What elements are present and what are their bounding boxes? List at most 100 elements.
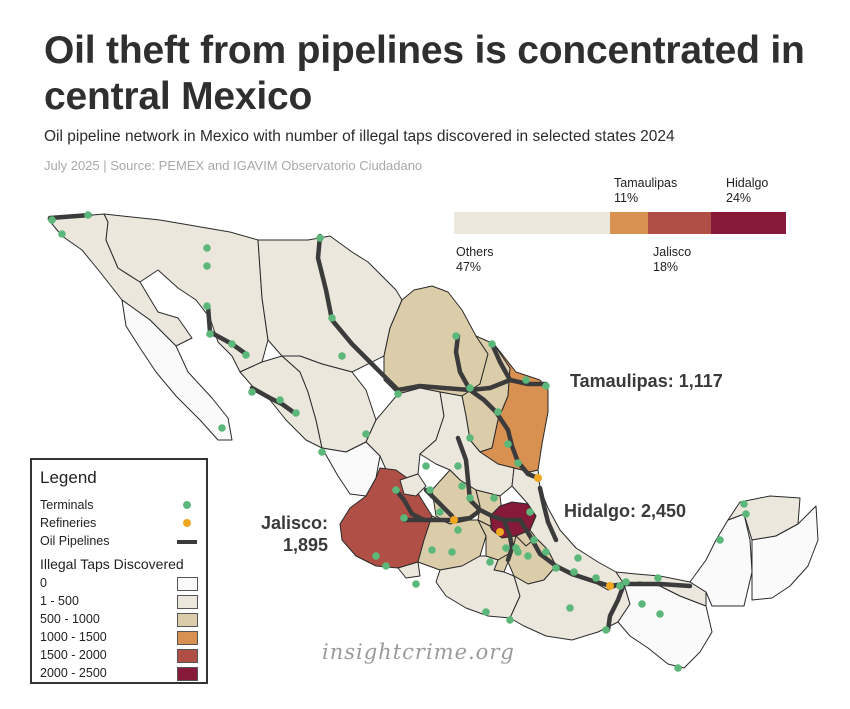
legend-bin-label: 1 - 500 bbox=[40, 594, 79, 608]
pipeline-central-2 bbox=[401, 509, 481, 523]
callout-jalisco: Jalisco: 1,895 bbox=[260, 513, 328, 555]
legend-taps-title: Illegal Taps Discovered bbox=[40, 556, 184, 572]
share-bar-others bbox=[454, 212, 610, 234]
terminal-marker bbox=[203, 262, 211, 270]
share-bar-hidalgo bbox=[711, 212, 786, 234]
terminal-marker bbox=[488, 340, 496, 348]
terminal-marker bbox=[394, 390, 402, 398]
terminal-marker bbox=[48, 216, 56, 224]
refinery-marker bbox=[606, 582, 614, 590]
terminal-marker bbox=[654, 574, 662, 582]
terminal-marker bbox=[316, 234, 324, 242]
terminal-marker bbox=[203, 302, 211, 310]
terminal-marker bbox=[428, 546, 436, 554]
legend-bin-label: 1500 - 2000 bbox=[40, 648, 107, 662]
terminal-marker bbox=[203, 244, 211, 252]
terminal-marker bbox=[318, 448, 326, 456]
terminal-marker bbox=[740, 500, 748, 508]
chart-title: Oil theft from pipelines is concentrated… bbox=[44, 29, 805, 118]
terminal-marker bbox=[592, 574, 600, 582]
terminal-marker bbox=[674, 664, 682, 672]
terminal-marker bbox=[566, 604, 574, 612]
terminal-marker bbox=[426, 486, 434, 494]
terminal-marker bbox=[656, 610, 664, 618]
terminal-marker bbox=[382, 562, 390, 570]
terminal-marker bbox=[574, 554, 582, 562]
terminal-marker bbox=[58, 230, 66, 238]
share-bar-jalisco bbox=[648, 212, 711, 234]
pipeline-gulf bbox=[517, 517, 693, 589]
terminal-marker bbox=[542, 548, 550, 556]
terminal-marker bbox=[84, 211, 92, 219]
legend-bin-swatch bbox=[177, 631, 198, 645]
terminal-marker-icon bbox=[183, 501, 191, 509]
legend-bin-label: 500 - 1000 bbox=[40, 612, 100, 626]
source-note: July 2025 | Source: PEMEX and IGAVIM Obs… bbox=[44, 158, 423, 173]
share-bar-tamaulipas bbox=[610, 212, 648, 234]
terminal-marker bbox=[248, 388, 256, 396]
pipeline-baja bbox=[47, 212, 93, 221]
pipeline-hidalgo bbox=[501, 517, 515, 563]
terminal-marker bbox=[454, 526, 462, 534]
pipeline-sinaloa bbox=[249, 385, 299, 417]
legend-bin-swatch bbox=[177, 613, 198, 627]
terminal-marker bbox=[436, 508, 444, 516]
terminal-marker bbox=[490, 494, 498, 502]
terminal-marker bbox=[512, 544, 520, 552]
terminal-marker bbox=[530, 536, 538, 544]
pipelines-layer bbox=[47, 212, 693, 633]
terminal-marker bbox=[524, 552, 532, 560]
terminal-marker bbox=[466, 434, 474, 442]
terminal-marker bbox=[716, 536, 724, 544]
pipeline-west bbox=[423, 487, 455, 519]
terminal-marker bbox=[482, 608, 490, 616]
terminal-marker bbox=[454, 462, 462, 470]
state-baja-california-sur bbox=[121, 299, 233, 441]
terminal-marker bbox=[292, 409, 300, 417]
state-quintana-roo bbox=[751, 505, 819, 601]
terminal-marker bbox=[228, 340, 236, 348]
terminal-marker bbox=[504, 440, 512, 448]
terminal-marker bbox=[206, 330, 214, 338]
state-campeche bbox=[689, 513, 753, 607]
share-label-tamaulipas: Tamaulipas 11% bbox=[614, 176, 678, 205]
terminal-marker bbox=[362, 430, 370, 438]
pipeline-isthmus bbox=[605, 581, 627, 633]
terminal-marker bbox=[514, 459, 522, 467]
terminal-marker bbox=[570, 568, 578, 576]
pipeline-gdl bbox=[393, 487, 427, 523]
legend-terminals-label: Terminals bbox=[40, 498, 94, 512]
terminal-marker bbox=[522, 376, 530, 384]
callout-hidalgo: Hidalgo: 2,450 bbox=[564, 501, 687, 521]
terminal-marker bbox=[506, 616, 514, 624]
pipeline-tamps-north bbox=[489, 341, 513, 383]
pipeline-sonora bbox=[205, 303, 249, 357]
terminal-marker bbox=[328, 314, 336, 322]
callout-tamaulipas: Tamaulipas: 1,117 bbox=[570, 371, 723, 391]
terminal-marker bbox=[412, 580, 420, 588]
legend-bin-swatch bbox=[177, 577, 198, 591]
terminal-marker bbox=[392, 486, 400, 494]
legend-bin-swatch bbox=[177, 649, 198, 663]
refinery-marker bbox=[450, 516, 458, 524]
refinery-marker-icon bbox=[183, 519, 191, 527]
terminal-marker bbox=[400, 514, 408, 522]
terminal-marker bbox=[338, 352, 346, 360]
terminal-marker bbox=[276, 396, 284, 404]
terminal-marker bbox=[622, 578, 630, 586]
terminal-marker bbox=[218, 424, 226, 432]
terminal-marker bbox=[242, 351, 250, 359]
legend-bin-swatch bbox=[177, 667, 198, 681]
chart-subtitle: Oil pipeline network in Mexico with numb… bbox=[44, 128, 675, 145]
terminal-marker bbox=[458, 482, 466, 490]
watermark: insightcrime.org bbox=[322, 640, 515, 664]
facilities-layer bbox=[48, 211, 750, 672]
legend-refineries-label: Refineries bbox=[40, 516, 97, 530]
terminal-marker bbox=[494, 408, 502, 416]
pipeline-chihuahua bbox=[315, 233, 549, 393]
legend-bin-swatch bbox=[177, 595, 198, 609]
legend-bin-label: 1000 - 1500 bbox=[40, 630, 107, 644]
terminal-marker bbox=[466, 384, 474, 392]
legend-bin-label: 0 bbox=[40, 576, 47, 590]
